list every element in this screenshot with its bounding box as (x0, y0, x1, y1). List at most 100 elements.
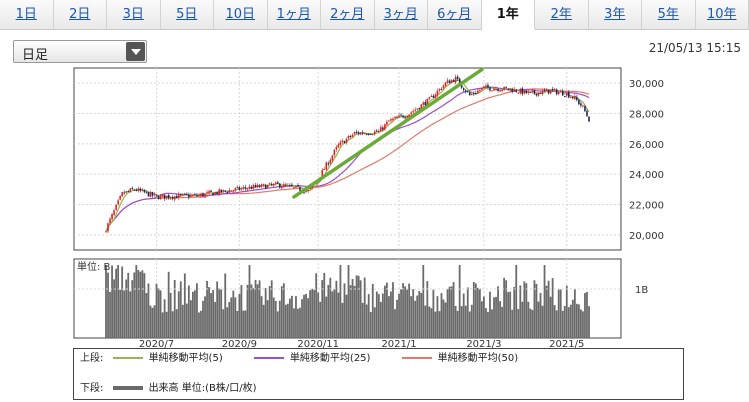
volume-bar (153, 305, 156, 338)
tab-5[interactable]: 1ヶ月 (268, 0, 321, 29)
candle-body (432, 95, 435, 98)
candle-body (289, 185, 291, 187)
volume-bar (151, 307, 154, 338)
candle-body (264, 184, 267, 189)
volume-bar (446, 289, 449, 338)
candle-body (113, 210, 115, 215)
candle-body (147, 192, 150, 197)
timestamp: 21/05/13 15:15 (648, 41, 741, 55)
volume-bar (220, 289, 223, 338)
candle-body (171, 197, 174, 199)
candle-body (523, 90, 526, 94)
tab-1[interactable]: 2日 (54, 0, 107, 29)
volume-bar (563, 305, 566, 338)
volume-bar (480, 301, 483, 338)
candle-body (212, 192, 214, 196)
tab-10[interactable]: 2年 (535, 0, 589, 29)
candle-body (254, 185, 257, 187)
candle-body (519, 89, 522, 94)
candle-body (499, 90, 501, 92)
volume-bar (194, 290, 196, 338)
candle-body (287, 185, 289, 187)
candle-body (111, 214, 113, 220)
volume-bar (139, 271, 142, 338)
candle-body (543, 90, 546, 92)
candle-body (109, 218, 111, 224)
tab-4[interactable]: 10日 (214, 0, 268, 29)
volume-bar (123, 290, 126, 338)
volume-bar (537, 301, 540, 338)
volume-bar (525, 283, 528, 338)
volume-bar (561, 310, 564, 338)
volume-bar (325, 296, 328, 338)
candle-body (353, 132, 356, 135)
volume-bar (553, 305, 556, 338)
candle-body (367, 134, 370, 136)
volume-bar (434, 311, 437, 338)
volume-bar (365, 304, 368, 338)
x-tick-label: 2020/9 (222, 339, 257, 348)
candle-body (295, 186, 297, 188)
volume-bar (242, 310, 245, 338)
volume-bar (131, 280, 134, 338)
legend-ma5: 単純移動平均(5) (107, 352, 223, 366)
candle-body (501, 89, 503, 91)
candle-body (151, 192, 154, 196)
volume-bar (539, 292, 542, 338)
candle-body (400, 114, 402, 116)
volume-bar (119, 289, 122, 338)
candle-body (517, 92, 520, 94)
price-tick-label: 20,000 (629, 231, 664, 242)
volume-bar (412, 289, 415, 338)
candle-body (329, 159, 332, 164)
volume-bar (577, 304, 580, 338)
volume-bar (117, 265, 120, 338)
tab-8[interactable]: 6ヶ月 (428, 0, 482, 29)
volume-bar (301, 299, 303, 338)
volume-bar (533, 280, 536, 338)
candle-body (351, 134, 354, 137)
candle-body (414, 109, 417, 111)
candle-body (458, 78, 461, 85)
volume-bar (163, 299, 166, 338)
volume-bar (547, 280, 550, 338)
candle-body (489, 87, 491, 91)
candle-body (378, 131, 380, 133)
volume-bar (323, 272, 326, 338)
candle-body (127, 191, 130, 193)
candle-body (537, 92, 540, 96)
volume-bar (569, 304, 572, 338)
tab-12[interactable]: 5年 (642, 0, 696, 29)
volume-bar (295, 296, 297, 338)
candle-body (493, 88, 495, 91)
volume-bar (256, 284, 259, 338)
candle-body (511, 89, 514, 92)
tab-7[interactable]: 3ヶ月 (375, 0, 428, 29)
volume-bar (196, 283, 198, 338)
candle-period-select[interactable]: 日足 (13, 40, 147, 63)
volume-bar (268, 286, 271, 338)
volume-bar (573, 288, 576, 338)
tab-11[interactable]: 3年 (589, 0, 642, 29)
candle-body (547, 89, 550, 94)
volume-bar (129, 291, 132, 338)
volume-bar (448, 286, 451, 338)
volume-bar (216, 281, 219, 338)
volume-bar (509, 291, 512, 338)
tab-3[interactable]: 5日 (161, 0, 214, 29)
candle-body (236, 186, 239, 188)
tab-9[interactable]: 1年 (481, 0, 535, 30)
tab-6[interactable]: 2ヶ月 (321, 0, 375, 29)
volume-bar (499, 301, 501, 338)
volume-bar (541, 305, 544, 338)
candle-body (525, 90, 528, 94)
candle-body (406, 116, 408, 118)
candle-body (258, 185, 261, 188)
volume-bar (386, 282, 388, 338)
tab-0[interactable]: 1日 (0, 0, 54, 29)
tab-2[interactable]: 3日 (107, 0, 161, 29)
candle-body (549, 89, 552, 94)
volume-bar (586, 291, 588, 338)
candle-body (303, 192, 305, 194)
chevron-down-icon[interactable] (126, 42, 145, 61)
